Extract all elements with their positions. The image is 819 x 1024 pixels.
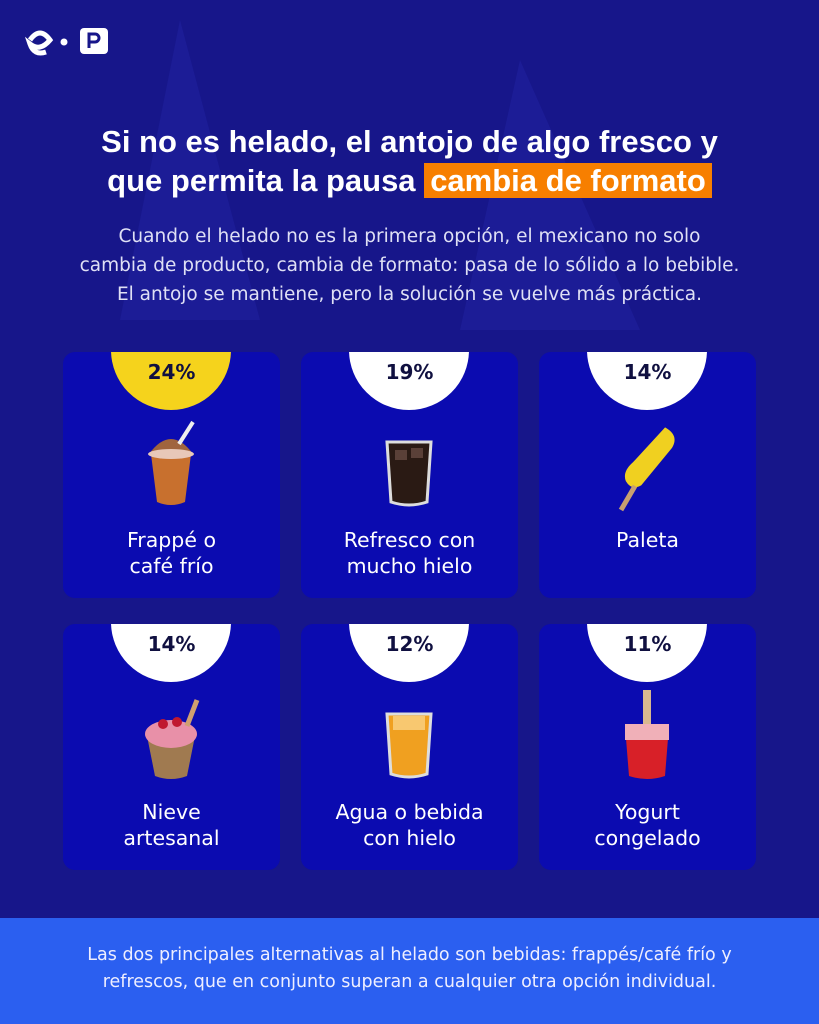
label-line: Yogurt bbox=[615, 800, 680, 824]
card: 24% Frappé o café frío bbox=[63, 352, 280, 598]
card: 11% Yogurt congelado bbox=[539, 624, 756, 870]
subtitle-line: Cuando el helado no es la primera opción… bbox=[118, 226, 701, 247]
label: Frappé o café frío bbox=[63, 527, 280, 579]
footer: Las dos principales alternativas al hela… bbox=[0, 918, 819, 1024]
label: Paleta bbox=[539, 527, 756, 553]
label-line: mucho hielo bbox=[346, 554, 473, 578]
label-line: café frío bbox=[129, 554, 214, 578]
footer-line: Las dos principales alternativas al hela… bbox=[87, 945, 732, 965]
label-line: Frappé o bbox=[127, 528, 216, 552]
title-line: Si no es helado, el antojo de algo fresc… bbox=[101, 124, 718, 159]
label-line: artesanal bbox=[123, 826, 220, 850]
percent: 14% bbox=[623, 360, 672, 384]
card: 14% Nieve artesanal bbox=[63, 624, 280, 870]
percent: 14% bbox=[147, 632, 196, 656]
label-line: Refresco con bbox=[343, 528, 476, 552]
title-text: que permita la pausa bbox=[107, 163, 416, 198]
title-highlight: cambia de formato bbox=[424, 163, 712, 198]
icon bbox=[385, 712, 433, 779]
icon bbox=[148, 420, 195, 505]
icon bbox=[145, 699, 200, 779]
icon bbox=[385, 440, 433, 507]
percent: 19% bbox=[385, 360, 434, 384]
title-line: que permita la pausa cambia de formato bbox=[0, 162, 819, 199]
label: Refresco con mucho hielo bbox=[301, 527, 518, 579]
icon bbox=[618, 427, 675, 512]
label: Nieve artesanal bbox=[63, 799, 280, 851]
percent: 12% bbox=[385, 632, 434, 656]
label-line: Paleta bbox=[616, 528, 679, 552]
card: 12% Agua o bebida con hielo bbox=[301, 624, 518, 870]
label-line: Agua o bebida bbox=[335, 800, 484, 824]
icon bbox=[625, 690, 669, 779]
label: Yogurt congelado bbox=[539, 799, 756, 851]
card: 14% Paleta bbox=[539, 352, 756, 598]
label-line: congelado bbox=[594, 826, 701, 850]
footer-line: refrescos, que en conjunto superan a cua… bbox=[102, 972, 717, 992]
footer-text: Las dos principales alternativas al hela… bbox=[0, 918, 819, 996]
subtitle: Cuando el helado no es la primera opción… bbox=[0, 222, 819, 309]
card: 19% Refresco con mucho hielo bbox=[301, 352, 518, 598]
label-line: con hielo bbox=[363, 826, 456, 850]
label: Agua o bebida con hielo bbox=[301, 799, 518, 851]
subtitle-line: El antojo se mantiene, pero la solución … bbox=[116, 284, 703, 305]
subtitle-line: cambia de producto, cambia de formato: p… bbox=[79, 255, 740, 276]
percent: 24% bbox=[147, 360, 196, 384]
percent: 11% bbox=[623, 632, 672, 656]
label-line: Nieve bbox=[142, 800, 201, 824]
